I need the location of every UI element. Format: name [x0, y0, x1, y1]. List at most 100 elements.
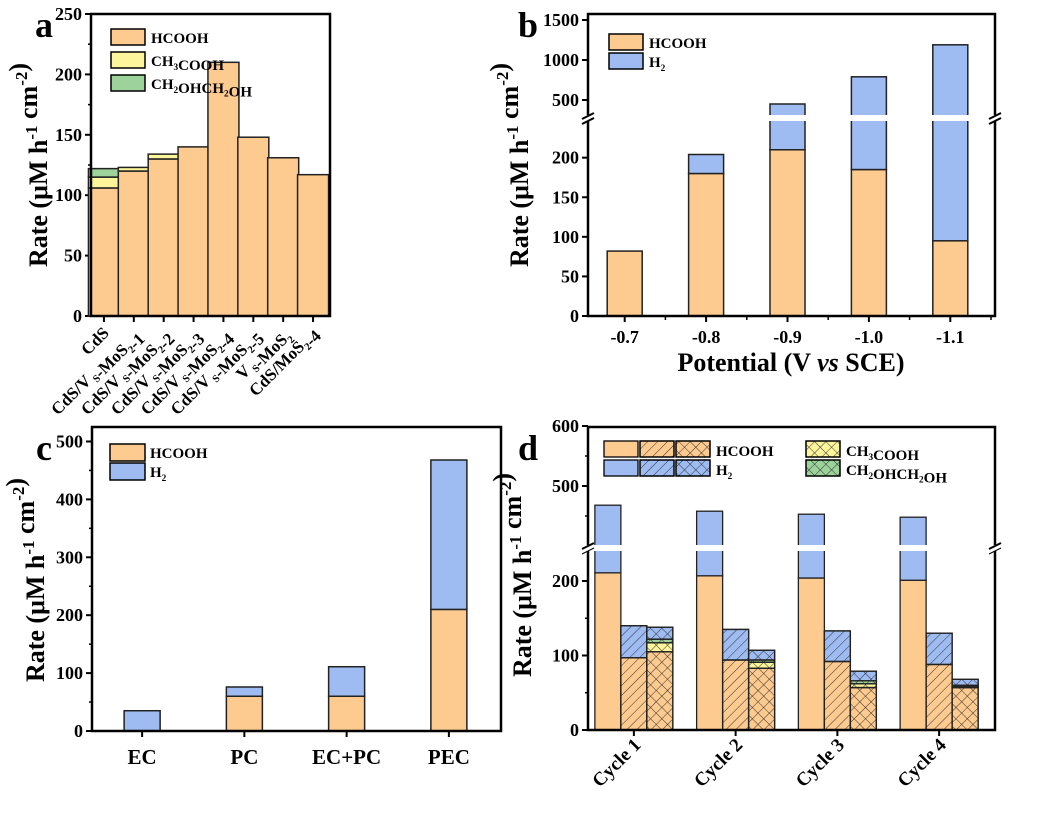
bar-hcooh [430, 608, 468, 732]
plot-frame [90, 425, 503, 733]
bar-pattern [747, 661, 776, 669]
x-tick-label: EC [128, 745, 157, 769]
bar-h2 [932, 44, 969, 242]
y-tick-label: 100 [552, 227, 579, 247]
legend-label-hcooh: HCOOH [716, 444, 774, 460]
axis-break-mark [581, 547, 595, 555]
bar-ch3cooh [147, 153, 180, 160]
panel-label-d: d [518, 428, 538, 468]
legend-swatch-pattern [639, 440, 675, 458]
y-tick-label: 500 [552, 90, 579, 110]
bar-h2 [769, 103, 806, 151]
y-tick-label: 250 [55, 4, 82, 24]
axis-break-gap [592, 545, 623, 551]
bar-pattern [925, 632, 953, 666]
bar-ch2ohch2oh [87, 167, 121, 178]
legend-label-h2: H2 [150, 465, 167, 484]
legend-swatch-pattern [675, 459, 711, 477]
bar-hcooh [687, 172, 725, 317]
y-tick-label: 200 [552, 571, 579, 591]
bar-hcooh [87, 187, 121, 317]
bar-pattern [620, 657, 648, 731]
legend-swatch-hcooh [110, 28, 146, 46]
bar-plain-hcooh [899, 579, 927, 731]
panel-d-chart: d Rate (μM h-1 cm-2) 0 100 200 500 600 Cycle 1 C… [488, 416, 1002, 792]
bar-pattern [951, 686, 979, 731]
y-axis-label: Rate (μM h-1 cm-2) [485, 63, 534, 267]
bar-plain-hcooh [797, 577, 826, 731]
x-tick-label: PEC [428, 745, 470, 769]
plot-frame [89, 12, 332, 318]
panel-c-chart: c Rate (μM h-1 cm-2) 0 100 200 300 400 500 EC PC E… [1, 425, 503, 769]
bar-h2 [123, 709, 161, 732]
x-tick-label: -0.9 [773, 327, 802, 347]
panel-label-c: c [36, 428, 52, 468]
bar-pattern [823, 660, 852, 731]
axis-break-gap [930, 115, 970, 121]
bar-pattern [823, 630, 852, 663]
bar-hcooh [850, 168, 888, 317]
bar-h2 [225, 686, 264, 698]
legend-swatch-ch3cooh [110, 51, 146, 69]
bar-pattern [620, 625, 648, 659]
bar-pattern [721, 659, 750, 731]
x-tick-label: -1.1 [936, 327, 965, 347]
y-tick-label: 0 [74, 721, 83, 741]
bar-ch3cooh [117, 166, 151, 172]
x-tick-label: Cycle 2 [690, 735, 747, 792]
x-tick-label: Cycle 3 [792, 735, 849, 792]
axis-break-gap [582, 115, 594, 121]
axis-break-mark [581, 112, 595, 120]
bar-pattern [721, 628, 750, 661]
bar-hcooh [932, 240, 969, 317]
legend-swatch-hcooh [608, 33, 644, 51]
bar-h2 [687, 153, 725, 175]
bar-plain-h2 [695, 510, 724, 577]
bar-h2 [850, 76, 888, 171]
legend-label-h2: H2 [716, 463, 733, 482]
y-tick-label: 0 [570, 720, 579, 740]
bar-hcooh [606, 250, 643, 317]
y-axis-label: Rate (μM h-1 cm-2) [4, 63, 53, 267]
axis-break-gap [796, 545, 827, 551]
legend-swatch-pattern [675, 440, 711, 458]
y-tick-label: 0 [73, 306, 82, 326]
x-tick-label: EC+PC [312, 745, 381, 769]
axis-break-mark [581, 542, 595, 550]
bar-pattern [747, 667, 776, 731]
bar-pattern [925, 663, 953, 731]
bar-pattern [646, 642, 674, 653]
bar-h2 [430, 459, 468, 611]
legend-swatch-pattern [805, 459, 841, 477]
x-tick-label: Cycle 1 [588, 735, 645, 792]
legend-swatch-h2 [603, 459, 639, 477]
x-tick-label: -0.8 [692, 327, 721, 347]
bar-hcooh [177, 146, 210, 317]
legend-label-ch3cooh: CH3COOH [846, 444, 919, 464]
bar-pattern [849, 686, 878, 731]
axis-break-mark [988, 112, 1002, 120]
axis-break-gap [849, 115, 889, 121]
y-tick-label: 100 [552, 646, 579, 666]
y-tick-label: 600 [552, 416, 579, 436]
bar-pattern [849, 670, 878, 682]
y-tick-label: 500 [56, 431, 83, 451]
panel-label-a: a [35, 5, 53, 45]
x-tick-label: PC [230, 745, 258, 769]
y-tick-label: 150 [55, 125, 82, 145]
y-tick-label: 50 [64, 246, 82, 266]
axis-break-gap [989, 545, 1001, 551]
y-tick-label: 500 [552, 476, 579, 496]
legend-swatch-hcooh [603, 440, 639, 458]
legend-label-ch2ohch2oh: CH2OHCH2OH [846, 463, 947, 487]
legend-label-hcooh: HCOOH [649, 36, 707, 52]
legend-swatch-h2 [109, 462, 146, 481]
bar-hcooh [117, 170, 151, 317]
y-tick-label: 100 [56, 663, 83, 683]
bar-h2 [327, 665, 366, 698]
legend-label-hcooh: HCOOH [150, 446, 208, 462]
bar-hcooh [237, 136, 270, 317]
bar-pattern [951, 678, 979, 686]
panel-label-b: b [518, 5, 538, 45]
